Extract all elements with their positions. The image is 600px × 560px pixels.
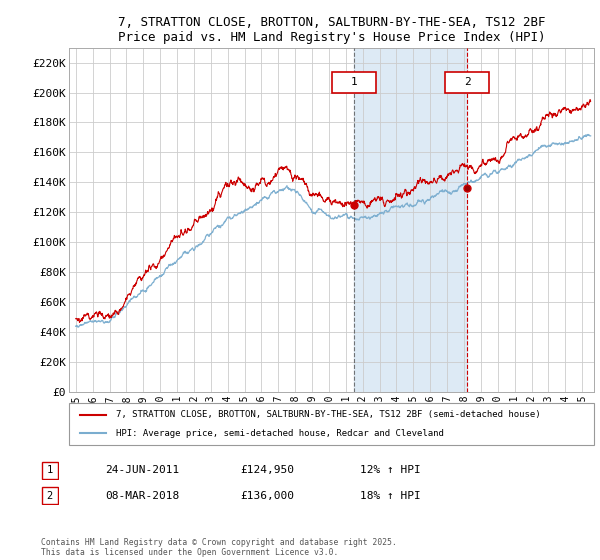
FancyBboxPatch shape xyxy=(445,72,489,92)
Text: 24-JUN-2011: 24-JUN-2011 xyxy=(105,465,179,475)
FancyBboxPatch shape xyxy=(42,487,58,504)
Text: 08-MAR-2018: 08-MAR-2018 xyxy=(105,491,179,501)
Text: HPI: Average price, semi-detached house, Redcar and Cleveland: HPI: Average price, semi-detached house,… xyxy=(116,429,444,438)
Text: 2: 2 xyxy=(47,491,53,501)
Text: Contains HM Land Registry data © Crown copyright and database right 2025.
This d: Contains HM Land Registry data © Crown c… xyxy=(41,538,397,557)
Text: 7, STRATTON CLOSE, BROTTON, SALTBURN-BY-THE-SEA, TS12 2BF (semi-detached house): 7, STRATTON CLOSE, BROTTON, SALTBURN-BY-… xyxy=(116,410,541,419)
Text: 18% ↑ HPI: 18% ↑ HPI xyxy=(360,491,421,501)
Text: 1: 1 xyxy=(350,77,357,87)
Bar xyxy=(354,48,467,392)
FancyBboxPatch shape xyxy=(42,462,58,479)
FancyBboxPatch shape xyxy=(332,72,376,92)
FancyBboxPatch shape xyxy=(69,403,594,445)
Text: £136,000: £136,000 xyxy=(240,491,294,501)
Text: 12% ↑ HPI: 12% ↑ HPI xyxy=(360,465,421,475)
Text: 1: 1 xyxy=(47,465,53,475)
Text: 2: 2 xyxy=(464,77,470,87)
Text: £124,950: £124,950 xyxy=(240,465,294,475)
Title: 7, STRATTON CLOSE, BROTTON, SALTBURN-BY-THE-SEA, TS12 2BF
Price paid vs. HM Land: 7, STRATTON CLOSE, BROTTON, SALTBURN-BY-… xyxy=(118,16,545,44)
